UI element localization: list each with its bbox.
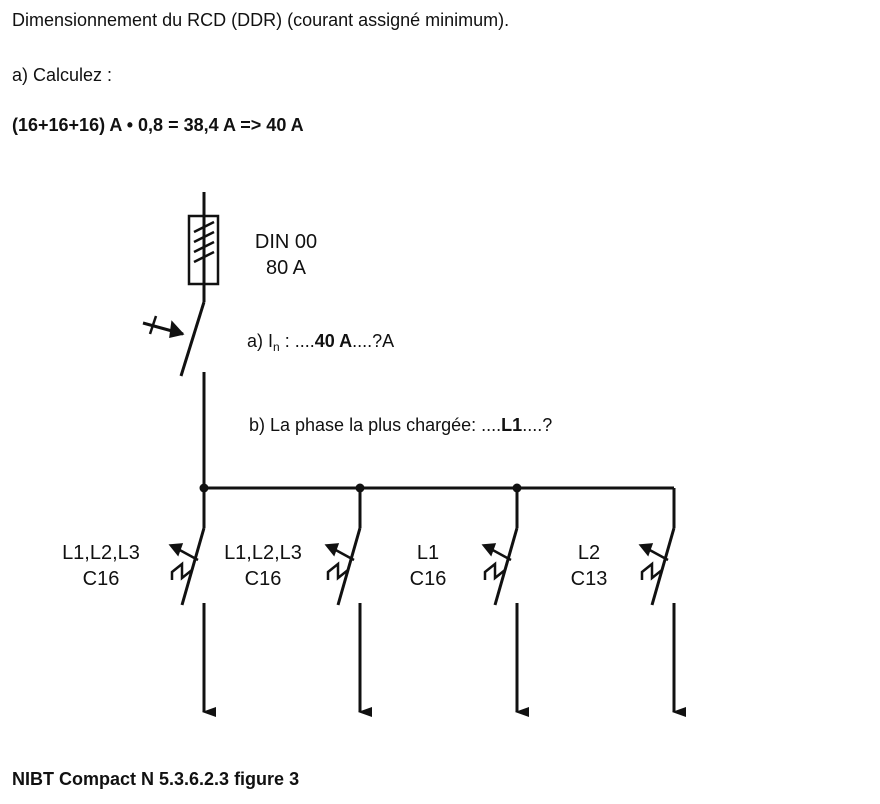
branch-breaker xyxy=(638,488,686,717)
release-arrow-icon xyxy=(324,543,340,557)
instruction-text: a) Calculez : xyxy=(12,65,113,85)
breaker-phases: L1 xyxy=(417,542,439,564)
page-title: Dimensionnement du RCD (DDR) (courant as… xyxy=(12,10,510,30)
release-arrow-icon xyxy=(168,543,184,557)
branch-breaker xyxy=(481,488,529,717)
question-b: b) La phase la plus chargée: ....L1....? xyxy=(249,415,552,435)
breaker-trip-icon xyxy=(326,561,349,581)
breaker-contact xyxy=(180,527,206,606)
release-arrow-icon xyxy=(481,543,497,557)
breaker-rating: C16 xyxy=(245,568,282,590)
branch-breaker xyxy=(324,488,372,717)
breaker-contact xyxy=(336,527,362,606)
breaker-contact xyxy=(650,527,676,606)
release-arrow-icon xyxy=(638,543,654,557)
rcd-switch-contact xyxy=(179,301,206,377)
breaker-rating: C16 xyxy=(83,568,120,590)
breaker-rating: C16 xyxy=(410,568,447,590)
question-a: a) In : ....40 A....?A xyxy=(247,331,394,354)
breaker-contact xyxy=(493,527,519,606)
fuse-hatch-icon xyxy=(193,220,215,264)
breaker-phases: L2 xyxy=(578,542,600,564)
fuse-label: DIN 00 xyxy=(255,231,317,253)
breaker-trip-icon xyxy=(170,561,193,581)
breaker-trip-icon xyxy=(640,561,663,581)
fuse-rating: 80 A xyxy=(266,257,307,279)
breaker-phases: L1,L2,L3 xyxy=(62,542,140,564)
breaker-rating: C13 xyxy=(571,568,608,590)
footer-reference: NIBT Compact N 5.3.6.2.3 figure 3 xyxy=(12,769,300,789)
branch-breaker xyxy=(168,488,216,717)
calculation-formula: (16+16+16) A • 0,8 = 38,4 A => 40 A xyxy=(12,115,304,135)
breaker-phases: L1,L2,L3 xyxy=(224,542,302,564)
breaker-trip-icon xyxy=(483,561,506,581)
rcd-arrow-icon xyxy=(169,320,185,338)
